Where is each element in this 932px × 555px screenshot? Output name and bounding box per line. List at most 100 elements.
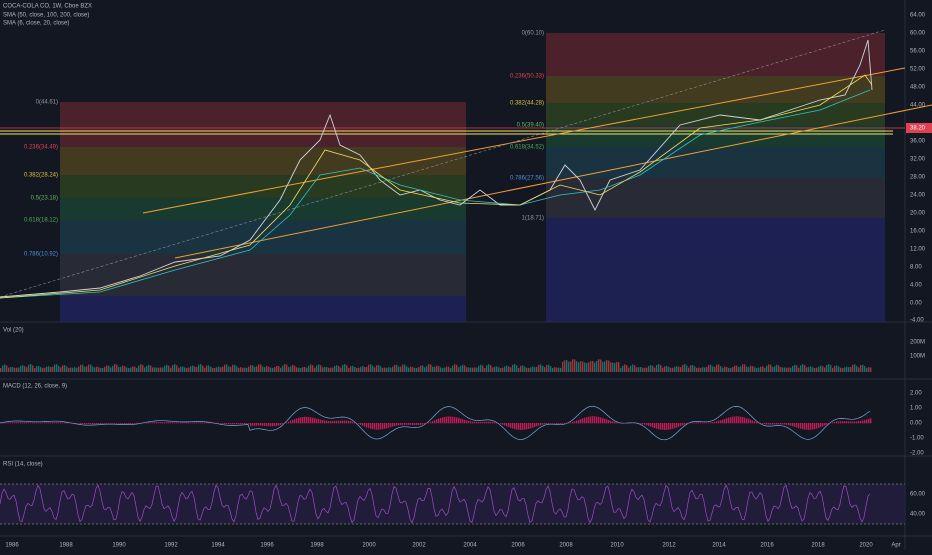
volume-bar xyxy=(134,367,135,372)
volume-bar xyxy=(200,364,201,372)
volume-bar xyxy=(256,366,257,372)
macd-bar xyxy=(410,423,411,425)
volume-bar xyxy=(560,368,561,372)
volume-bar xyxy=(808,367,809,372)
price-tick: 56.00 xyxy=(910,49,926,55)
macd-bar xyxy=(130,423,131,424)
macd-bar xyxy=(720,420,721,423)
macd-bar xyxy=(492,422,493,423)
macd-bar xyxy=(246,423,247,424)
volume-bar xyxy=(226,364,227,372)
volume-bar xyxy=(728,368,729,372)
volume-bar xyxy=(64,365,65,372)
volume-bar xyxy=(776,365,777,372)
volume-bar xyxy=(690,365,691,372)
volume-bar xyxy=(18,367,19,372)
volume-bar xyxy=(708,365,709,372)
macd-bar xyxy=(298,418,299,424)
macd-bar xyxy=(446,417,447,424)
volume-bar xyxy=(60,367,61,372)
macd-bar xyxy=(744,418,745,424)
macd-bar xyxy=(32,422,33,423)
macd-bar xyxy=(200,422,201,423)
macd-bar xyxy=(184,423,185,424)
volume-bar xyxy=(208,365,209,372)
volume-bar xyxy=(230,367,231,372)
macd-bar xyxy=(252,423,253,426)
macd-bar xyxy=(424,423,425,424)
volume-bar xyxy=(478,366,479,372)
volume-bar xyxy=(806,367,807,372)
macd-bar xyxy=(306,417,307,423)
volume-bar xyxy=(654,368,655,372)
volume-bar xyxy=(804,365,805,372)
macd-bar xyxy=(586,417,587,423)
macd-bar xyxy=(856,421,857,423)
macd-bar xyxy=(392,423,393,427)
volume-bar xyxy=(556,368,557,372)
volume-bar xyxy=(558,368,559,372)
macd-bar xyxy=(194,422,195,423)
volume-bar xyxy=(818,366,819,372)
macd-bar xyxy=(790,423,791,426)
volume-bar xyxy=(696,368,697,372)
volume-bar xyxy=(146,366,147,372)
macd-bar xyxy=(728,418,729,424)
macd-bar xyxy=(150,422,151,423)
volume-bar xyxy=(236,366,237,372)
volume-bar xyxy=(350,366,351,372)
volume-bar xyxy=(454,364,455,372)
macd-bar xyxy=(256,423,257,426)
macd-bar xyxy=(76,423,77,424)
macd-bar xyxy=(308,417,309,423)
macd-bar xyxy=(484,422,485,423)
price-tick: 52.00 xyxy=(910,67,926,73)
macd-bar xyxy=(556,423,557,424)
rsi-tick: 40.00 xyxy=(910,512,926,518)
volume-bar xyxy=(116,365,117,372)
volume-bar xyxy=(382,368,383,372)
volume-bar xyxy=(484,368,485,372)
macd-bar xyxy=(588,417,589,424)
volume-bar xyxy=(40,367,41,372)
macd-bar xyxy=(570,422,571,423)
volume-bar xyxy=(724,367,725,372)
macd-bar xyxy=(836,422,837,424)
macd-bar xyxy=(740,417,741,424)
macd-bar xyxy=(432,421,433,423)
volume-bar xyxy=(286,365,287,372)
volume-bar xyxy=(680,367,681,372)
macd-bar xyxy=(116,423,117,424)
macd-bar xyxy=(606,419,607,423)
macd-bar xyxy=(408,423,409,425)
volume-bar xyxy=(224,365,225,372)
macd-bar xyxy=(642,423,643,424)
volume-bar xyxy=(352,366,353,372)
volume-bar xyxy=(240,367,241,372)
volume-bar xyxy=(220,367,221,372)
macd-bar xyxy=(850,421,851,423)
volume-bar xyxy=(578,362,579,372)
volume-bar xyxy=(52,367,53,372)
macd-bar xyxy=(314,418,315,423)
macd-bar xyxy=(436,419,437,423)
volume-bar xyxy=(446,367,447,372)
macd-bar xyxy=(494,422,495,423)
volume-bar xyxy=(122,366,123,372)
volume-bar xyxy=(450,368,451,372)
macd-bar xyxy=(104,423,105,424)
volume-bar xyxy=(580,361,581,372)
macd-bar xyxy=(798,423,799,428)
macd-bar xyxy=(328,421,329,423)
volume-bar xyxy=(738,367,739,372)
macd-bar xyxy=(310,417,311,423)
volume-bar xyxy=(46,367,47,372)
macd-bar xyxy=(486,422,487,424)
volume-bar xyxy=(830,365,831,372)
volume-bar xyxy=(420,366,421,372)
macd-bar xyxy=(300,417,301,423)
macd-bar xyxy=(846,421,847,423)
volume-bar xyxy=(610,362,611,372)
volume-bar xyxy=(312,365,313,372)
time-tick: 2010 xyxy=(610,543,624,549)
